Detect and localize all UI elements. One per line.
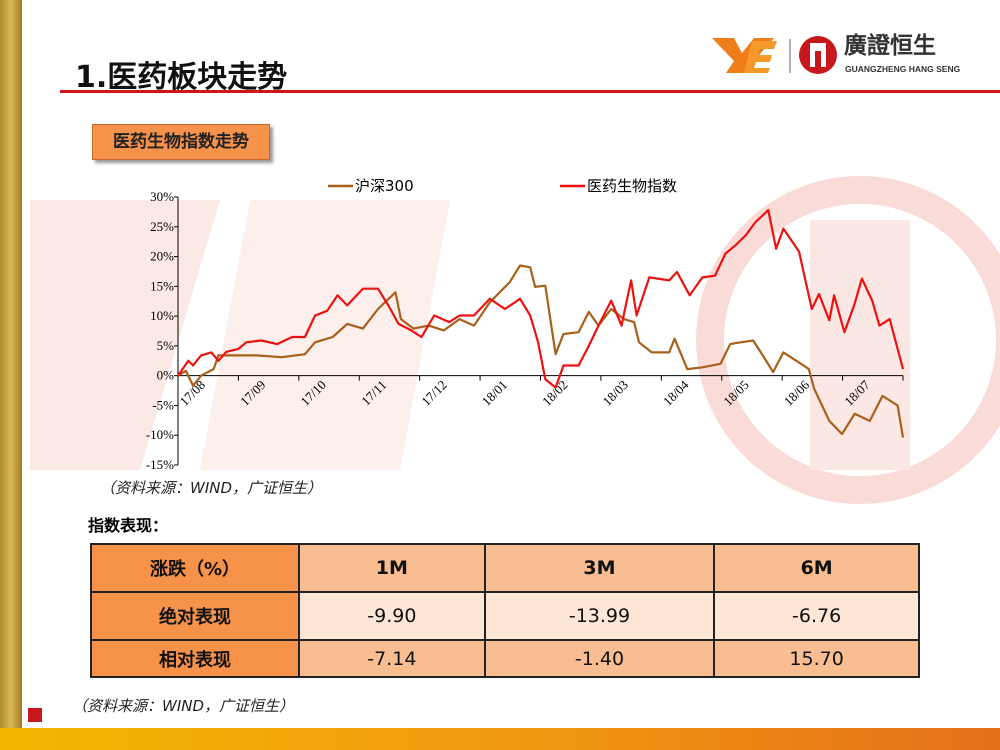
table-cell: -6.76 bbox=[713, 591, 920, 641]
y-tick-label: 30% bbox=[150, 189, 174, 204]
y-tick-label: -5% bbox=[152, 397, 174, 412]
x-tick-label: 18/05 bbox=[720, 377, 752, 409]
y-tick-label: 25% bbox=[150, 219, 174, 234]
x-tick-label: 18/07 bbox=[841, 377, 873, 409]
decor-square bbox=[28, 708, 42, 722]
x-tick-label: 18/01 bbox=[479, 377, 511, 409]
performance-table: 涨跌（%） 1M 3M 6M 绝对表现 -9.90 -13.99 -6.76 相… bbox=[90, 543, 920, 678]
x-tick-label: 17/11 bbox=[358, 377, 389, 408]
table-cell: -1.40 bbox=[483, 639, 716, 678]
page-title: 1.医药板块走势 bbox=[75, 60, 288, 95]
table-cell: 15.70 bbox=[713, 639, 920, 678]
table-row: 绝对表现 -9.90 -13.99 -6.76 bbox=[90, 591, 920, 641]
series-line-hs300 bbox=[177, 264, 905, 438]
y-tick-label: 5% bbox=[157, 338, 175, 353]
x-tick-label: 18/06 bbox=[781, 377, 813, 409]
x-tick-label: 17/10 bbox=[297, 377, 329, 409]
bottom-decor-bar bbox=[0, 728, 1000, 750]
y-tick-label: 0% bbox=[157, 368, 175, 383]
x-tick-label: 17/09 bbox=[237, 377, 269, 409]
table-cell: -7.14 bbox=[298, 639, 486, 678]
x-tick-label: 18/02 bbox=[539, 377, 571, 409]
line-chart: 30%25%20%15%10%5%0%-5%-10%-15%17/08 17/09… bbox=[146, 177, 905, 472]
y-tick-label: -15% bbox=[146, 457, 174, 472]
table-cell: -13.99 bbox=[483, 591, 716, 641]
logo-text-cn: 廣證恒生 bbox=[844, 33, 936, 59]
section-subtitle: 医药生物指数走势 bbox=[92, 124, 270, 160]
header-cell: 1M bbox=[298, 543, 486, 593]
chart-source: （资料来源：WIND，广证恒生） bbox=[100, 479, 323, 497]
title-divider bbox=[60, 90, 1000, 93]
legend-label: 医药生物指数 bbox=[587, 177, 677, 195]
header-cell: 6M bbox=[713, 543, 920, 593]
y-tick-label: 10% bbox=[150, 308, 174, 323]
company-logo: 廣證恒生 GUANGZHENG HANG SENG bbox=[712, 33, 962, 77]
table-header-row: 涨跌（%） 1M 3M 6M bbox=[90, 543, 920, 593]
header-cell: 涨跌（%） bbox=[90, 543, 300, 593]
series-line-med bbox=[177, 209, 905, 389]
x-tick-label: 17/12 bbox=[418, 377, 450, 409]
y-tick-label: 15% bbox=[150, 278, 174, 293]
table-source: （资料来源：WIND，广证恒生） bbox=[72, 697, 295, 715]
table-row: 相对表现 -7.14 -1.40 15.70 bbox=[90, 639, 920, 678]
table-cell: -9.90 bbox=[298, 591, 486, 641]
y-tick-label: 20% bbox=[150, 249, 174, 264]
row-label: 绝对表现 bbox=[90, 591, 300, 641]
left-decor-bar bbox=[0, 0, 22, 750]
x-tick-label: 18/03 bbox=[599, 377, 631, 409]
header-cell: 3M bbox=[483, 543, 716, 593]
x-tick-label: 18/04 bbox=[660, 377, 692, 409]
logo-text-en: GUANGZHENG HANG SENG bbox=[845, 64, 961, 74]
row-label: 相对表现 bbox=[90, 639, 300, 678]
y-tick-label: -10% bbox=[146, 427, 174, 442]
performance-label: 指数表现： bbox=[88, 516, 169, 535]
legend-label: 沪深300 bbox=[355, 177, 414, 195]
